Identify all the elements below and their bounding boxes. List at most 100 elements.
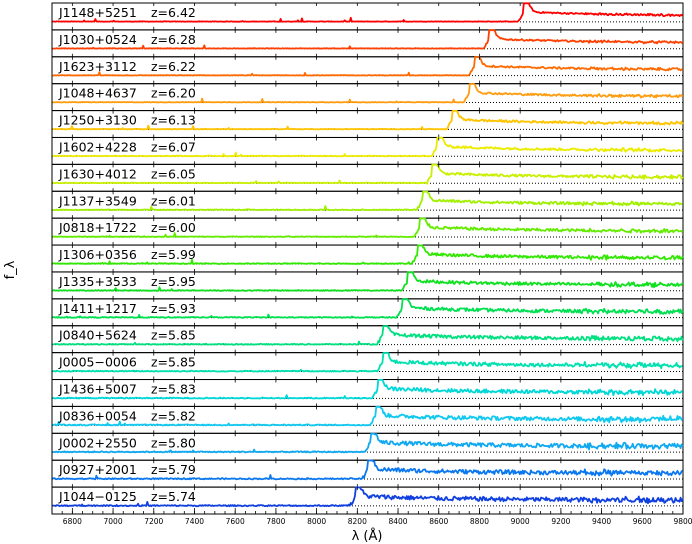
series-label: J1306+0356 [58, 247, 137, 262]
x-tick-label: 9400 [592, 517, 611, 526]
x-tick-label: 7400 [185, 517, 204, 526]
redshift-label: z=5.80 [151, 435, 196, 450]
x-axis: 6800 7000 7200 7400 7600 7800 8000 8200 8400 8600… [51, 508, 692, 526]
spectrum-line [52, 352, 683, 373]
spectrum-line [52, 405, 684, 427]
x-axis-label: λ (Å) [352, 528, 383, 544]
series-label: J1602+4228 [58, 139, 137, 154]
redshift-label: z=6.20 [151, 86, 196, 101]
spectrum-panel: J1411+1217 z=5.93 [51, 298, 684, 327]
spectrum-line [52, 2, 684, 23]
series-label: J0840+5624 [58, 328, 137, 343]
spectrum-line [52, 459, 684, 481]
spectrum-panel: J1048+4637 z=6.20 [51, 83, 684, 112]
spectrum-panel: J1030+0524 z=6.28 [51, 29, 684, 58]
spectrum-panel: J0818+1722 z=6.00 [51, 217, 684, 246]
spectrum-panel: J1623+3112 z=6.22 [51, 56, 684, 85]
series-label: J0002+2550 [58, 435, 137, 450]
spectrum-panel: J1148+5251 z=6.42 [51, 2, 684, 31]
x-tick-label: 8800 [470, 517, 489, 526]
panel-frame [51, 83, 684, 112]
spectrum-panel: J1137+3549 z=6.01 [51, 190, 684, 219]
spectrum-panel: J0836+0054 z=5.82 [51, 405, 684, 434]
x-tick-label: 8200 [348, 517, 367, 526]
spectrum-line [52, 56, 684, 77]
spectrum-line [52, 163, 684, 185]
spectrum-line [52, 379, 684, 400]
redshift-label: z=6.42 [151, 5, 196, 20]
spectrum-line [52, 298, 684, 319]
redshift-label: z=5.83 [151, 382, 196, 397]
spectrum-panel: J0927+2001 z=5.79 [51, 459, 684, 488]
x-tick-label: 6800 [63, 517, 82, 526]
redshift-label: z=5.74 [151, 489, 196, 504]
x-tick-label: 7600 [226, 517, 245, 526]
spectrum-line [52, 244, 684, 265]
panel-frame [51, 110, 684, 138]
series-label: J1436+5007 [58, 382, 137, 397]
x-tick-label: 8600 [429, 517, 448, 526]
x-tick-label: 9600 [633, 517, 652, 526]
panel-frame [51, 325, 684, 354]
x-tick-label: 9800 [673, 517, 692, 526]
x-tick-label: 9200 [551, 517, 570, 526]
panel-frame [51, 190, 684, 219]
spectrum-line [52, 432, 684, 454]
x-tick-label: 7200 [144, 517, 163, 526]
redshift-label: z=6.22 [151, 59, 196, 74]
series-label: J1623+3112 [58, 59, 137, 74]
series-label: J1630+4012 [58, 166, 137, 181]
spectrum-panel: J1335+3533 z=5.95 [51, 271, 684, 300]
redshift-label: z=6.28 [151, 32, 196, 47]
spectra-panels: J1148+5251 z=6.42 J1030+0524 z=6.28 J1623+31… [51, 2, 684, 515]
series-label: J1137+3549 [58, 193, 137, 208]
redshift-label: z=5.85 [151, 355, 196, 370]
redshift-label: z=6.07 [151, 139, 196, 154]
redshift-label: z=5.99 [151, 247, 196, 262]
spectrum-line [52, 271, 684, 292]
series-label: J0818+1722 [58, 220, 137, 235]
spectrum-panel: J0005−0006 z=5.85 [51, 352, 684, 381]
series-label: J1411+1217 [58, 301, 137, 316]
spectrum-line [52, 83, 684, 104]
spectrum-line [52, 110, 684, 131]
redshift-label: z=5.82 [151, 408, 196, 423]
spectrum-panel: J1630+4012 z=6.05 [51, 163, 684, 192]
spectrum-line [52, 136, 684, 158]
redshift-label: z=6.13 [151, 113, 196, 128]
series-label: J0927+2001 [58, 462, 137, 477]
x-tick-label: 9000 [511, 517, 530, 526]
redshift-label: z=6.00 [151, 220, 196, 235]
spectrum-panel: J1044−0125 z=5.74 [51, 486, 684, 515]
spectrum-panel: J1602+4228 z=6.07 [51, 136, 684, 165]
redshift-label: z=5.93 [151, 301, 196, 316]
spectrum-line [52, 29, 684, 50]
series-label: J0836+0054 [58, 408, 137, 423]
series-label: J1148+5251 [58, 5, 137, 20]
spectrum-panel: J1436+5007 z=5.83 [51, 379, 684, 407]
spectrum-panel: J0840+5624 z=5.85 [51, 325, 684, 354]
y-axis-label: f_λ [3, 260, 18, 279]
x-tick-label: 8400 [388, 517, 407, 526]
series-label: J1250+3130 [58, 113, 137, 128]
series-label: J1048+4637 [58, 86, 137, 101]
x-tick-label: 7800 [266, 517, 285, 526]
redshift-label: z=5.95 [151, 274, 196, 289]
panel-frame [51, 2, 684, 31]
series-label: J0005−0006 [58, 355, 137, 370]
redshift-label: z=5.85 [151, 328, 196, 343]
series-label: J1030+0524 [58, 32, 137, 47]
x-tick-label: 8000 [307, 517, 326, 526]
spectrum-line [52, 486, 684, 508]
spectrum-panel: J0002+2550 z=5.80 [51, 432, 684, 461]
spectrum-line [52, 217, 684, 238]
spectrum-panel: J1250+3130 z=6.13 [51, 110, 684, 138]
redshift-label: z=6.01 [151, 193, 196, 208]
spectrum-line [52, 325, 684, 346]
series-label: J1044−0125 [58, 489, 137, 504]
spectrum-line [52, 190, 683, 211]
redshift-label: z=5.79 [151, 462, 196, 477]
x-tick-label: 7000 [104, 517, 123, 526]
spectrum-panel: J1306+0356 z=5.99 [51, 244, 684, 273]
